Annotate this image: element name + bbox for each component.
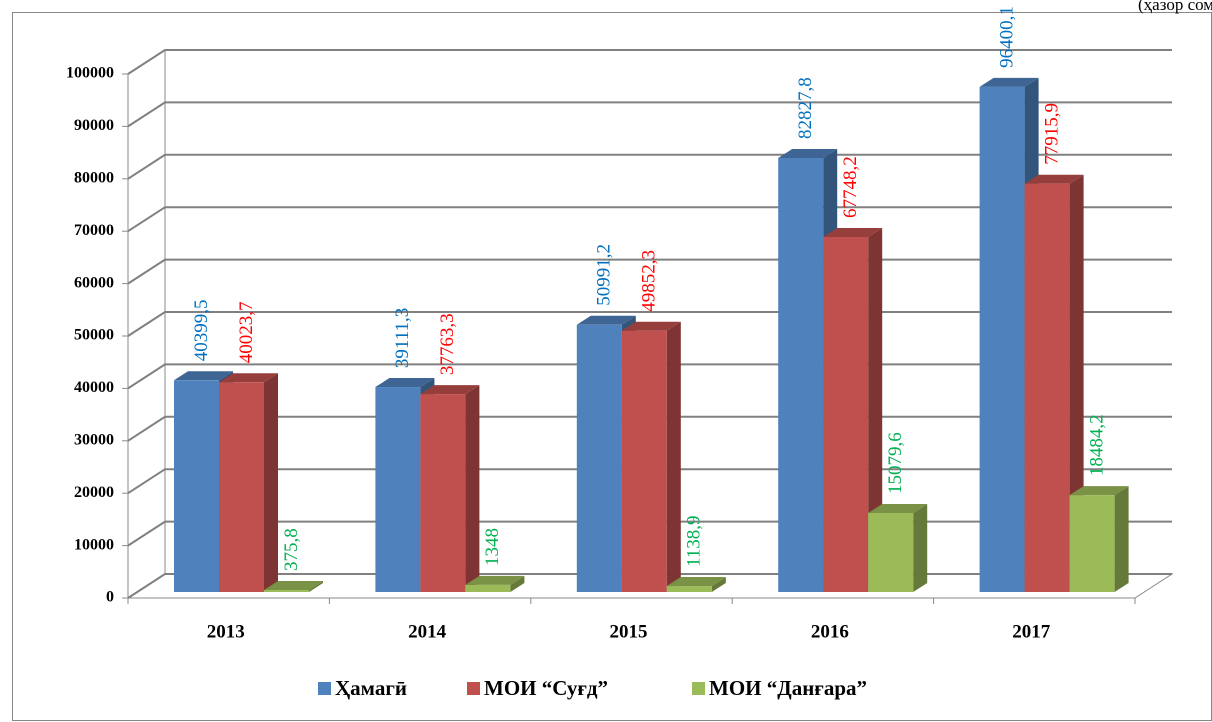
bar-top	[264, 581, 323, 591]
value-label: 40023,7	[236, 302, 257, 364]
bar-front	[979, 86, 1025, 593]
y-tick-label: 40000	[74, 379, 114, 396]
bar-front	[1024, 183, 1070, 592]
bar-front	[219, 382, 264, 592]
bar	[264, 581, 323, 592]
bar-front	[868, 512, 914, 592]
value-label: 96400,1	[996, 6, 1017, 68]
bar-front	[778, 157, 824, 592]
value-label: 50991,2	[594, 244, 615, 306]
value-label: 82827,8	[795, 77, 816, 139]
bar-side	[1069, 174, 1084, 592]
y-tick-label: 70000	[74, 222, 114, 239]
bar-front	[174, 380, 219, 592]
bar	[1024, 174, 1084, 592]
value-label: 67748,2	[840, 156, 861, 218]
bar-top	[174, 371, 233, 381]
bar	[868, 503, 928, 592]
value-label: 37763,3	[437, 313, 458, 375]
x-tick-label: 2013	[207, 621, 245, 642]
x-tick-label: 2014	[408, 621, 447, 642]
y-tick-label: 60000	[74, 274, 114, 291]
bar	[666, 577, 726, 592]
bar-top	[823, 227, 883, 237]
bar-top	[979, 77, 1039, 87]
bar-side	[1114, 486, 1129, 592]
bar-top	[666, 577, 726, 587]
bar	[465, 575, 525, 592]
y-tick-label: 20000	[74, 484, 114, 501]
y-tick-label: 10000	[74, 536, 114, 553]
x-tick-label: 2016	[811, 621, 849, 642]
grid-line	[127, 101, 1172, 128]
bar-side	[264, 373, 278, 592]
value-label: 1348	[482, 528, 503, 566]
bar-side	[309, 581, 323, 592]
value-label: 15079,6	[885, 432, 906, 494]
x-tick-label: 2017	[1012, 621, 1051, 642]
value-label: 39111,3	[392, 308, 413, 368]
bar-top	[778, 148, 838, 158]
legend-label: МОИ “Данғара”	[709, 676, 867, 700]
y-tick-label: 80000	[74, 169, 114, 186]
bar-top	[1069, 486, 1129, 496]
bar	[1069, 486, 1129, 592]
bar-front	[264, 590, 309, 592]
bar-side	[913, 503, 928, 592]
bar-front	[576, 324, 622, 592]
y-tick-label: 50000	[74, 327, 114, 344]
bar-front	[420, 394, 466, 592]
bar-top	[219, 373, 278, 383]
legend-label: МОИ “Суғд”	[484, 676, 608, 700]
bar-side	[510, 575, 525, 592]
y-tick-label: 30000	[74, 431, 114, 448]
bar	[621, 321, 681, 592]
bar-side	[666, 321, 681, 592]
value-label: 1138,9	[684, 515, 705, 567]
bar-top	[621, 321, 681, 331]
bar-side	[711, 577, 726, 592]
bar-top	[576, 315, 636, 325]
bar-top	[1024, 174, 1084, 184]
legend-label: Ҳамагӣ	[335, 676, 407, 700]
bar-top	[420, 385, 480, 395]
value-label: 18484,2	[1086, 414, 1107, 476]
bar-top	[375, 378, 435, 388]
bar-front	[666, 586, 712, 592]
legend-swatch	[692, 682, 705, 695]
bar-front	[1069, 495, 1115, 592]
legend-swatch	[318, 682, 331, 695]
value-label: 40399,5	[191, 300, 212, 362]
x-tick-label: 2015	[610, 621, 648, 642]
y-tick-label: 90000	[74, 117, 114, 134]
value-label: 49852,3	[639, 250, 660, 312]
bar-front	[621, 330, 667, 592]
bar	[823, 227, 883, 592]
legend-swatch	[467, 682, 480, 695]
bar-side	[465, 385, 480, 592]
bar-top	[868, 503, 928, 513]
bar-top	[465, 575, 525, 585]
bar-front	[823, 236, 869, 592]
bar-front	[465, 584, 511, 592]
value-label: 77915,9	[1041, 103, 1062, 165]
bar-side	[868, 227, 883, 592]
value-label: 375,8	[281, 528, 302, 571]
bar	[420, 385, 480, 592]
bar	[219, 373, 278, 592]
y-tick-label: 100000	[66, 65, 114, 82]
bar-front	[375, 387, 421, 592]
y-tick-label: 0	[106, 589, 114, 606]
unit-note: (ҳазор сом	[1138, 0, 1212, 14]
grid-line	[127, 49, 1172, 75]
